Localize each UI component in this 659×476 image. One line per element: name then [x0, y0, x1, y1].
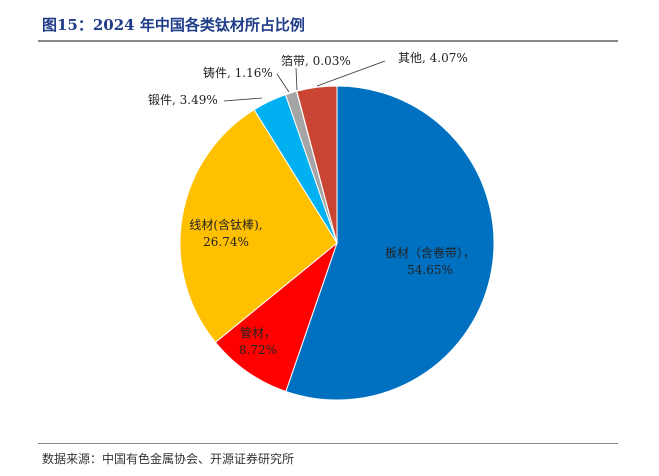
- leader-line-6: [316, 60, 386, 87]
- chart-title: 图15：2024 年中国各类钛材所占比例: [42, 16, 305, 34]
- chart-source: 数据来源：中国有色金属协会、开源证券研究所: [42, 452, 295, 466]
- pie-slice-2: [179, 108, 338, 344]
- pie-slice-1: [214, 241, 339, 393]
- data-label-4: 铸件, 1.16%: [203, 65, 273, 80]
- leader-line-3: [223, 97, 263, 102]
- pie-slice-0: [285, 85, 495, 401]
- title-divider: [38, 40, 618, 42]
- data-label-6: 其他, 4.07%: [398, 51, 468, 65]
- data-label-1: 管材， 8.72%: [239, 325, 277, 357]
- leader-line-4: [276, 73, 290, 93]
- data-label-2: 线材(含钛棒), 26.74%: [189, 217, 262, 249]
- data-label-0: 板材（含卷带）， 54.65%: [385, 245, 475, 277]
- leader-line-5: [295, 67, 298, 91]
- data-label-5: 箔带, 0.03%: [281, 53, 351, 68]
- source-divider: [38, 443, 618, 444]
- pie-slice-6: [296, 85, 338, 244]
- data-label-3: 锻件, 3.49%: [148, 93, 218, 107]
